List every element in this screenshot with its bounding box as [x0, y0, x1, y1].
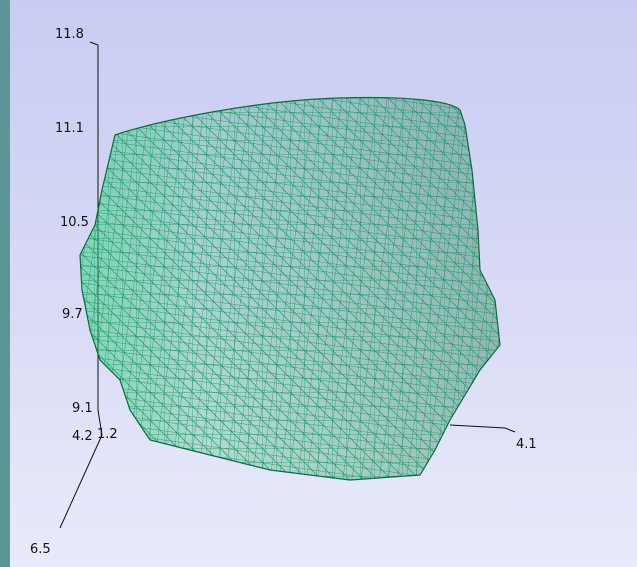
z-tick-label: 9.1 [72, 401, 93, 416]
3d-viewport[interactable]: 11.8 11.1 10.5 9.7 9.1 4.2 1.2 4.1 6.5 [10, 0, 637, 567]
z-tick-label: 10.5 [60, 215, 89, 230]
left-window-edge [0, 0, 10, 567]
x-tick-label: 4.2 [72, 429, 93, 444]
z-tick-label: 11.1 [55, 121, 84, 136]
z-tick-label: 11.8 [55, 27, 84, 42]
z-tick-label: 9.7 [62, 307, 83, 322]
voxel-mesh [79, 96, 501, 481]
y-tick-label: 6.5 [30, 542, 51, 557]
x-tick-label: 4.1 [516, 437, 537, 452]
y-tick-label: 1.2 [97, 427, 118, 442]
scene-svg: 11.8 11.1 10.5 9.7 9.1 4.2 1.2 4.1 6.5 [30, 27, 537, 557]
